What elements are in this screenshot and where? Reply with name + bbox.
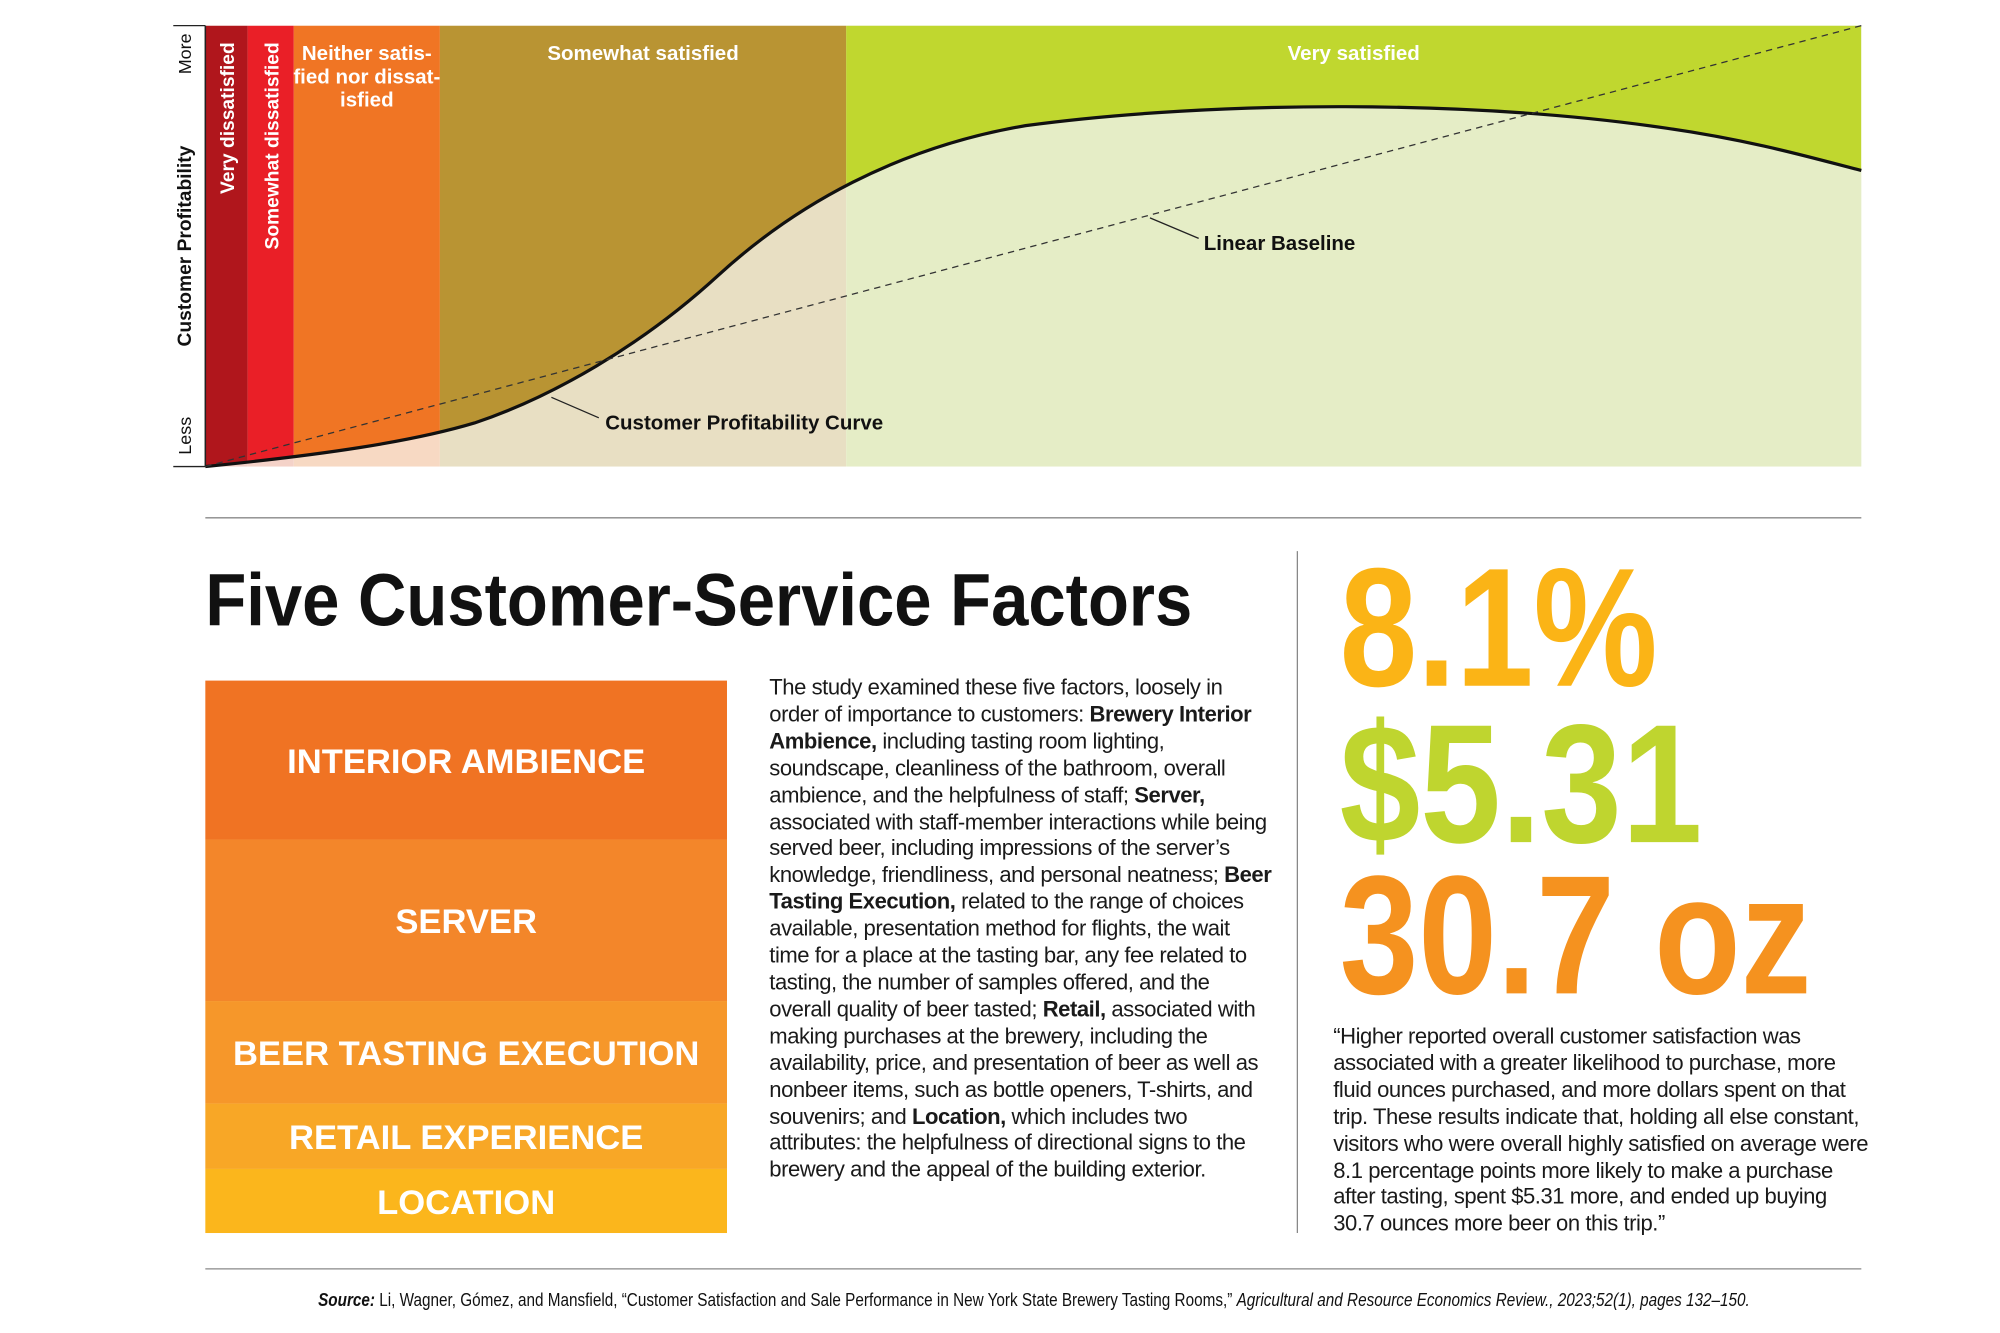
description-run: Retail,	[1042, 995, 1106, 1022]
stat: $5.31	[1340, 689, 1703, 878]
curve-label: Customer Profitability Curve	[605, 411, 883, 434]
axis-bottom-label: Less	[175, 417, 195, 455]
factor-block	[205, 680, 727, 840]
factor-blocks: INTERIOR AMBIENCE SERVER BEER TASTING EXEC…	[205, 680, 727, 1234]
description-run: Brewery Interior Ambience,	[769, 700, 1252, 754]
description-box: The study examined these five factors, l…	[769, 674, 1271, 1183]
factor-block	[205, 1168, 727, 1234]
zone	[205, 25, 248, 467]
zone-label: Very satisfied	[1288, 42, 1420, 65]
stat: 8.1%	[1340, 533, 1658, 722]
factor-block	[205, 839, 727, 1002]
zone-label: Somewhat dissatisfied	[262, 42, 283, 249]
zone-label: Somewhat satisfied	[547, 42, 738, 65]
zone-label: Very dissatisfied	[218, 42, 239, 194]
pointer	[551, 396, 600, 419]
factor-label: INTERIOR AMBIENCE	[287, 743, 645, 781]
zone	[247, 25, 294, 467]
factor-block	[205, 1103, 727, 1169]
description-run: related to the range of choices availabl…	[769, 888, 1247, 1022]
quote-box: “Higher reported overall customer satisf…	[1333, 1022, 1869, 1237]
source-run: Agricultural and Resource Economics Revi…	[1236, 1289, 1750, 1310]
pointer	[1149, 217, 1199, 239]
description-run: Location,	[911, 1102, 1006, 1129]
axis-label: Customer Profitability	[175, 145, 196, 346]
description-run: associated with making purchases at the …	[769, 995, 1259, 1129]
source-run: Li, Wagner, Gómez, and Mansfield, “Custo…	[375, 1289, 1237, 1310]
source: Source: Li, Wagner, Gómez, and Mansfield…	[318, 1289, 1750, 1310]
profitability-curve	[205, 105, 1862, 469]
factor-label: LOCATION	[377, 1184, 555, 1222]
description-run: Beer Tasting Execution,	[769, 861, 1272, 915]
linear-baseline	[205, 25, 1862, 468]
zone-label: Neither satis-	[302, 42, 432, 65]
factor-block	[205, 1001, 727, 1104]
factor-label: SERVER	[395, 903, 537, 941]
zone-label: fied nor dissat-	[293, 65, 440, 88]
baseline-label: Linear Baseline	[1204, 232, 1356, 255]
axis-top-label: More	[175, 33, 195, 74]
quote: “Higher reported overall customer satisf…	[1333, 1022, 1869, 1237]
description-run: associated with staff-member interaction…	[769, 808, 1267, 888]
description-run: The study examined these five factors, l…	[769, 674, 1223, 727]
section-title: Five Customer-Service Factors	[205, 558, 1192, 641]
zone	[293, 25, 440, 467]
description-run: including tasting room lighting, soundsc…	[769, 727, 1226, 808]
factor-label: RETAIL EXPERIENCE	[289, 1119, 643, 1157]
description: The study examined these five factors, l…	[769, 674, 1271, 1183]
description-run: Server,	[1134, 781, 1205, 808]
factor-label: BEER TASTING EXECUTION	[233, 1035, 699, 1073]
source-run: Source:	[318, 1289, 375, 1310]
description-run: which includes two attributes: the helpf…	[769, 1102, 1246, 1183]
zone-label: isfied	[340, 88, 394, 111]
stat: 30.7 oz	[1340, 840, 1812, 1029]
